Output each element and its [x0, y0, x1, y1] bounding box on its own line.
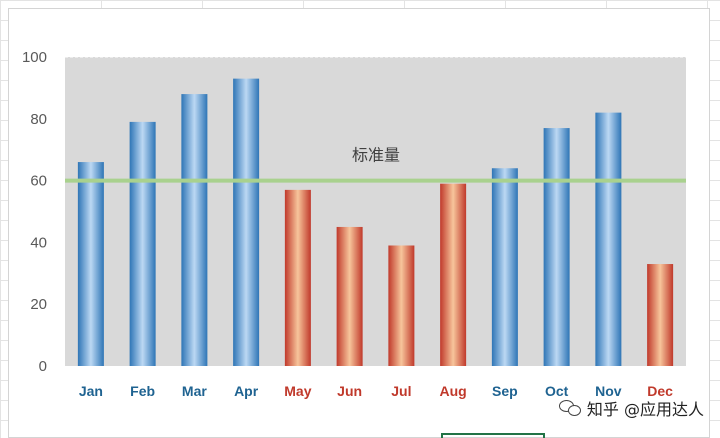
x-tick-label-dec: Dec	[647, 383, 673, 399]
bar-may[interactable]	[284, 189, 311, 366]
y-tick-label-40: 40	[30, 234, 47, 251]
y-tick-label-100: 100	[22, 49, 47, 66]
x-tick-label-may: May	[284, 383, 311, 399]
bar-dec[interactable]	[647, 264, 674, 366]
x-tick-label-mar: Mar	[182, 383, 207, 399]
standard-reference-label: 标准量	[352, 146, 400, 165]
y-tick-label-60: 60	[30, 173, 47, 190]
bar-oct[interactable]	[543, 128, 570, 366]
y-tick-label-20: 20	[30, 296, 47, 313]
x-tick-label-aug: Aug	[440, 383, 467, 399]
x-tick-label-oct: Oct	[545, 383, 569, 399]
bar-sep[interactable]	[491, 168, 518, 366]
x-tick-label-sep: Sep	[492, 383, 518, 399]
watermark: 知乎 @应用达人	[558, 396, 704, 420]
bar-jan[interactable]	[77, 162, 104, 366]
x-tick-label-jul: Jul	[391, 383, 411, 399]
chat-bubbles-icon	[558, 400, 581, 416]
bar-feb[interactable]	[129, 121, 156, 366]
plot-background	[65, 57, 686, 366]
bar-aug[interactable]	[440, 183, 467, 366]
bar-mar[interactable]	[181, 94, 208, 366]
x-tick-label-jan: Jan	[79, 383, 103, 399]
selected-cell[interactable]	[441, 433, 545, 438]
x-tick-label-feb: Feb	[130, 383, 155, 399]
y-tick-label-80: 80	[30, 111, 47, 128]
bar-apr[interactable]	[233, 78, 260, 366]
bar-jun[interactable]	[336, 226, 363, 366]
bar-jul[interactable]	[388, 245, 415, 366]
x-tick-label-jun: Jun	[337, 383, 362, 399]
y-tick-label-0: 0	[39, 358, 47, 375]
bar-nov[interactable]	[595, 112, 622, 367]
watermark-text: 知乎 @应用达人	[586, 400, 704, 419]
x-tick-label-apr: Apr	[234, 383, 259, 399]
x-tick-label-nov: Nov	[595, 383, 622, 399]
